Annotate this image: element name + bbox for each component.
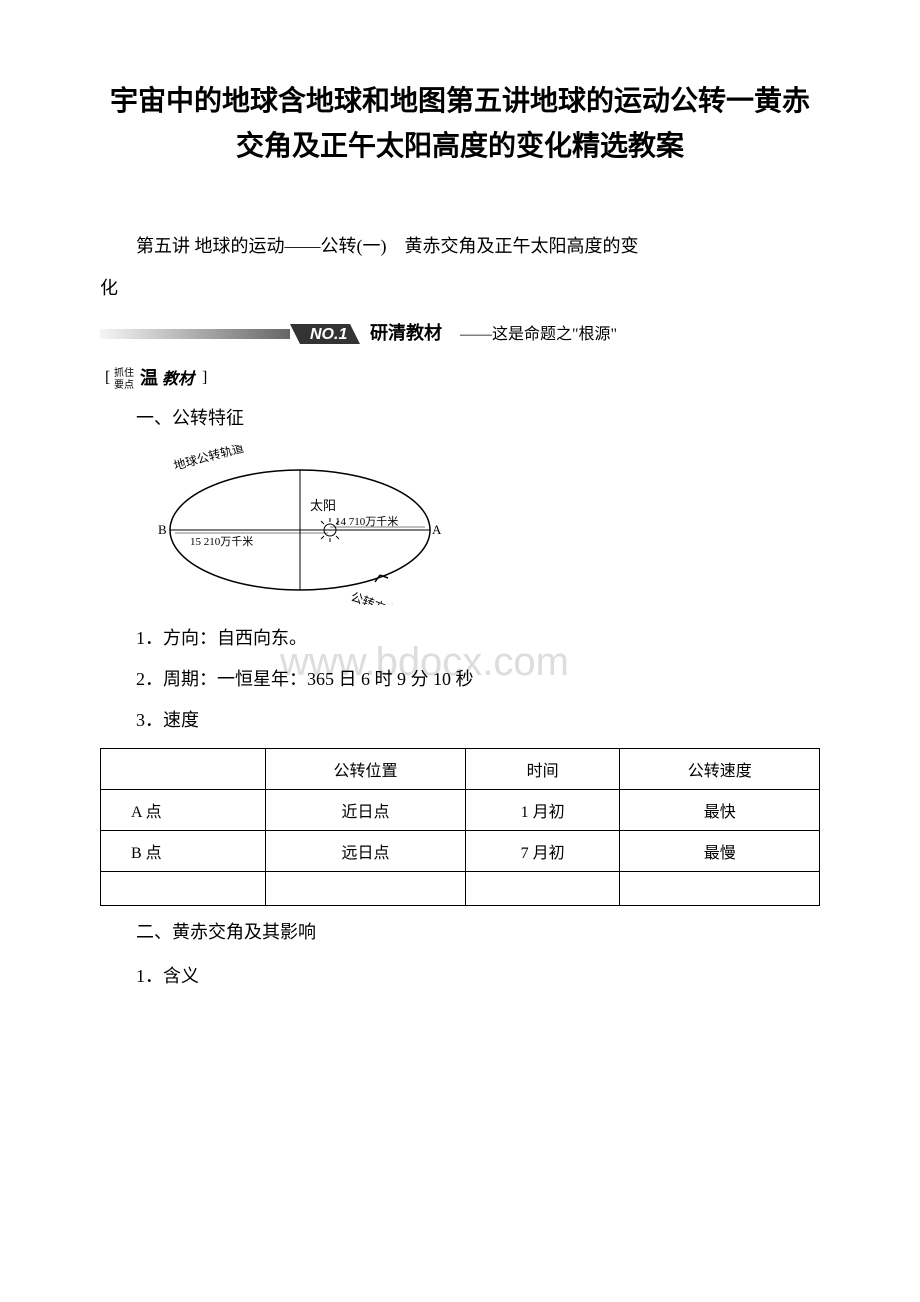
item-speed: 3．速度 xyxy=(100,702,820,738)
section2-heading: 二、黄赤交角及其影响 xyxy=(100,916,820,948)
point-a: A xyxy=(432,522,442,537)
header-time: 时间 xyxy=(465,748,620,789)
header-position: 公转位置 xyxy=(266,748,466,789)
wen-left2: 要点 xyxy=(114,379,134,391)
svg-text:[: [ xyxy=(105,369,110,386)
table-row: B 点 远日点 7 月初 最慢 xyxy=(101,830,820,871)
table-row: A 点 近日点 1 月初 最快 xyxy=(101,789,820,830)
table-empty-row xyxy=(101,871,820,905)
main-title: 宇宙中的地球含地球和地图第五讲地球的运动公转一黄赤交角及正午太阳高度的变化精选教… xyxy=(100,80,820,170)
orbit-track-label: 地球公转轨道 xyxy=(172,445,245,473)
item-period: 2．周期：一恒星年：365 日 6 时 9 分 10 秒 xyxy=(100,661,820,697)
cell-a-speed: 最快 xyxy=(620,789,820,830)
no1-label: NO.1 xyxy=(310,326,347,343)
wen-left1: 抓住 xyxy=(114,366,134,379)
section2-item1: 1．含义 xyxy=(100,958,820,994)
orbit-diagram: 地球公转轨道 太阳 14 710万千米 15 210万千米 A B 公转方向 xyxy=(150,445,820,610)
subtitle-line2: 化 xyxy=(100,272,820,304)
cell-b-speed: 最慢 xyxy=(620,830,820,871)
point-b: B xyxy=(158,522,167,537)
tail-label: ——这是命题之"根源" xyxy=(459,325,617,343)
wen-label: [ 抓住 要点 温 教材 ] xyxy=(100,364,820,392)
header-speed: 公转速度 xyxy=(620,748,820,789)
wen-mid: 温 xyxy=(140,368,158,388)
cell-b-pos: 远日点 xyxy=(266,830,466,871)
banner-svg: NO.1 研清教材 ——这是命题之"根源" xyxy=(100,319,720,349)
perihelion-dist: 14 710万千米 xyxy=(335,515,398,528)
aphelion-dist: 15 210万千米 xyxy=(190,535,253,548)
section1-heading: 一、公转特征 xyxy=(100,402,820,434)
cell-b-time: 7 月初 xyxy=(465,830,620,871)
section-banner: NO.1 研清教材 ——这是命题之"根源" xyxy=(100,319,820,349)
speed-table: 公转位置 时间 公转速度 A 点 近日点 1 月初 最快 B 点 远日点 7 月… xyxy=(100,748,820,906)
header-blank xyxy=(101,748,266,789)
subtitle-line1: 第五讲 地球的运动——公转(一) 黄赤交角及正午太阳高度的变 xyxy=(100,230,820,262)
document-content: 宇宙中的地球含地球和地图第五讲地球的运动公转一黄赤交角及正午太阳高度的变化精选教… xyxy=(100,80,820,994)
sun-label: 太阳 xyxy=(310,498,336,513)
cell-a-time: 1 月初 xyxy=(465,789,620,830)
table-header-row: 公转位置 时间 公转速度 xyxy=(101,748,820,789)
svg-text:]: ] xyxy=(202,369,207,386)
cell-a-pos: 近日点 xyxy=(266,789,466,830)
item-direction: 1．方向：自西向东。 xyxy=(100,620,820,656)
direction-label: 公转方向 xyxy=(349,588,399,604)
cell-b-point: B 点 xyxy=(101,830,266,871)
cell-a-point: A 点 xyxy=(101,789,266,830)
wen-right: 教材 xyxy=(162,370,197,388)
research-label: 研清教材 xyxy=(370,322,442,343)
